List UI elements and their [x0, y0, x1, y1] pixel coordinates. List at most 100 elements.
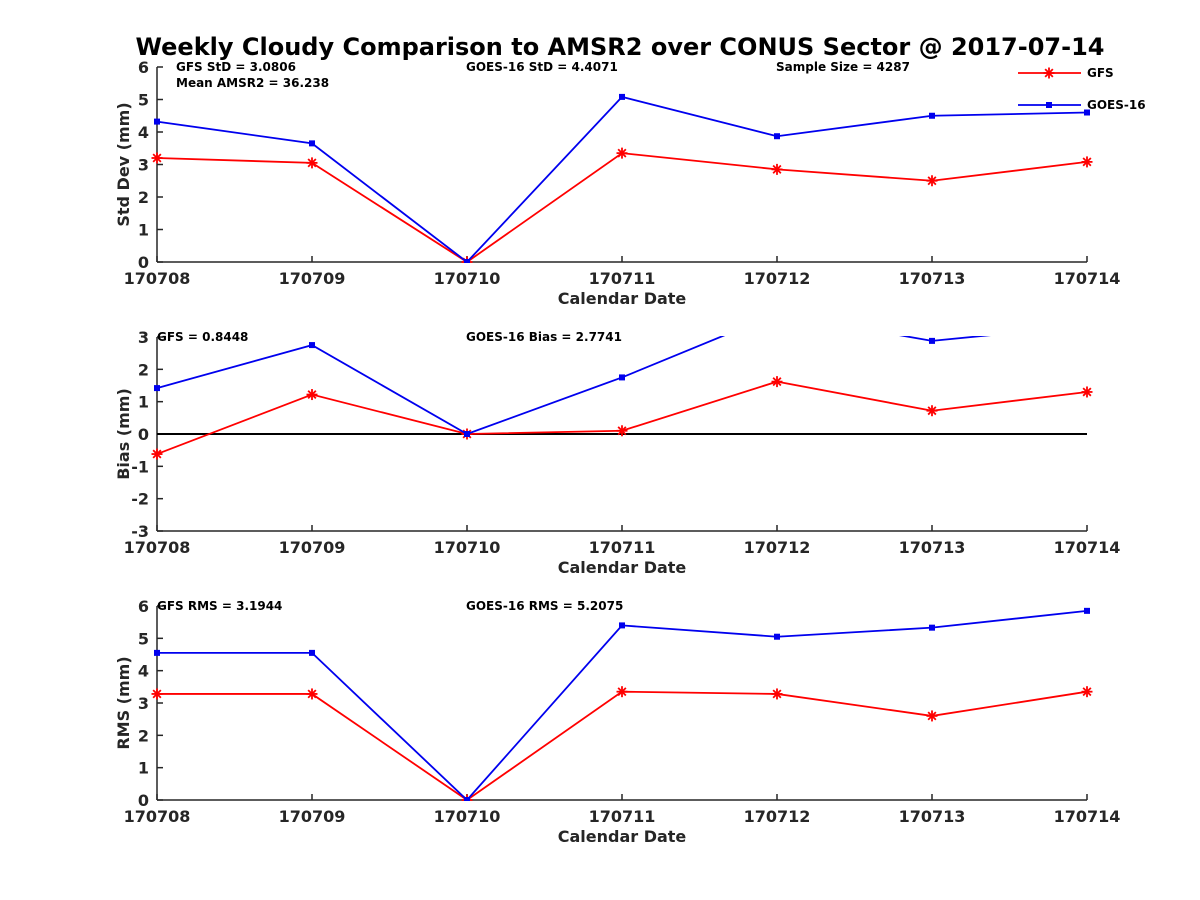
goes16-point	[154, 385, 160, 392]
annotation: GFS = 0.8448	[157, 330, 248, 344]
gfs-series-line	[156, 152, 1088, 263]
y-tick-label: 1	[138, 393, 149, 412]
legend-marker	[1046, 102, 1052, 108]
goes16-point	[1084, 607, 1090, 614]
goes16-series-line	[156, 336, 991, 435]
annotation: GOES-16 RMS = 5.2075	[466, 599, 623, 613]
gfs-point	[306, 389, 318, 401]
x-tick-label: 170714	[1054, 807, 1121, 826]
goes16-point	[1084, 109, 1090, 116]
goes16-point	[154, 118, 160, 125]
goes16-series-line	[157, 609, 1088, 801]
goes16-point	[619, 93, 625, 100]
data-area	[151, 93, 1093, 263]
data-area	[151, 311, 1093, 460]
y-tick-label: 5	[138, 91, 149, 110]
gfs-point	[306, 688, 318, 700]
x-tick-label: 170711	[589, 538, 656, 557]
x-tick-label: 170708	[124, 807, 191, 826]
gfs-point	[1081, 386, 1093, 398]
annotation: Mean AMSR2 = 36.238	[176, 76, 329, 90]
annotation: GOES-16 Bias = 2.7741	[466, 330, 622, 344]
x-tick-label: 170712	[744, 807, 811, 826]
goes16-point	[464, 797, 470, 801]
y-tick-label: 0	[138, 425, 149, 444]
x-tick-label: 170711	[589, 807, 656, 826]
gfs-point	[151, 448, 163, 460]
goes16-point	[154, 649, 160, 656]
x-tick-label: 170712	[744, 538, 811, 557]
x-tick-label: 170710	[434, 807, 501, 826]
goes16-point	[464, 259, 470, 263]
y-tick-label: 4	[138, 662, 149, 681]
gfs-point	[771, 688, 783, 700]
annotation: GFS StD = 3.0806	[176, 60, 296, 74]
goes16-point	[774, 633, 780, 640]
y-axis-label: Bias (mm)	[114, 388, 133, 480]
y-tick-label: 2	[138, 360, 149, 379]
x-tick-label: 170709	[279, 807, 346, 826]
goes16-point	[929, 624, 935, 631]
y-tick-label: 0	[138, 253, 149, 272]
x-axis-label: Calendar Date	[558, 827, 687, 846]
y-tick-label: 1	[138, 759, 149, 778]
gfs-point	[1081, 156, 1093, 168]
x-tick-label: 170708	[124, 538, 191, 557]
x-tick-label: 170714	[1054, 269, 1121, 288]
gfs-point	[151, 688, 163, 700]
x-tick-label: 170713	[899, 807, 966, 826]
y-tick-label: 6	[138, 597, 149, 616]
rms-panel: 0 1 2 3 4 5 6 170708 170709 170710 170711 170712 170…	[114, 597, 1120, 846]
y-tick-label: 0	[138, 791, 149, 810]
std-dev-panel: 0 1 2 3 4 5 6 170708 170709 170710 170711 170712 170…	[114, 58, 1120, 308]
legend-label: GFS	[1087, 66, 1114, 80]
x-tick-label: 170713	[899, 269, 966, 288]
gfs-point	[151, 152, 163, 164]
annotation: Sample Size = 4287	[776, 60, 910, 74]
y-tick-label: 6	[138, 58, 149, 77]
goes16-point	[309, 342, 315, 349]
goes16-point	[464, 431, 470, 437]
gfs-point	[771, 376, 783, 388]
x-tick-label: 170709	[279, 538, 346, 557]
x-tick-label: 170710	[434, 538, 501, 557]
x-axis-label: Calendar Date	[558, 289, 687, 308]
goes16-point	[619, 374, 625, 381]
y-tick-label: 3	[138, 328, 149, 347]
goes16-point	[619, 622, 625, 629]
x-tick-label: 170712	[744, 269, 811, 288]
x-axis-label: Calendar Date	[558, 558, 687, 577]
data-area	[151, 607, 1093, 801]
y-tick-label: -1	[131, 457, 149, 476]
gfs-point	[771, 163, 783, 175]
gfs-point	[1081, 686, 1093, 698]
figure-title: Weekly Cloudy Comparison to AMSR2 over C…	[136, 33, 1105, 61]
y-tick-label: 3	[138, 694, 149, 713]
gfs-point	[616, 686, 628, 698]
x-tick-label: 170711	[589, 269, 656, 288]
y-tick-label: 3	[138, 156, 149, 175]
annotation: GFS RMS = 3.1944	[157, 599, 282, 613]
y-tick-label: -2	[131, 490, 149, 509]
y-tick-label: 2	[138, 188, 149, 207]
gfs-series-line	[156, 380, 1088, 455]
y-axis-label: Std Dev (mm)	[114, 102, 133, 226]
gfs-point	[926, 405, 938, 417]
y-axis-label: RMS (mm)	[114, 656, 133, 749]
x-tick-label: 170710	[434, 269, 501, 288]
goes16-point	[774, 133, 780, 140]
gfs-series-line	[157, 690, 1088, 801]
goes16-point	[774, 311, 780, 317]
gfs-point	[926, 710, 938, 722]
gfs-point	[926, 175, 938, 187]
x-tick-label: 170708	[124, 269, 191, 288]
gfs-point	[306, 157, 318, 169]
legend-marker	[1043, 67, 1055, 79]
goes16-point	[309, 649, 315, 656]
goes16-point	[929, 337, 935, 344]
y-tick-label: 4	[138, 123, 149, 142]
y-tick-label: 1	[138, 221, 149, 240]
bias-panel: -3 -2 -1 0 1 2 3 170708 170709 170710 170711 170712…	[114, 311, 1120, 577]
y-tick-label: -3	[131, 522, 149, 541]
